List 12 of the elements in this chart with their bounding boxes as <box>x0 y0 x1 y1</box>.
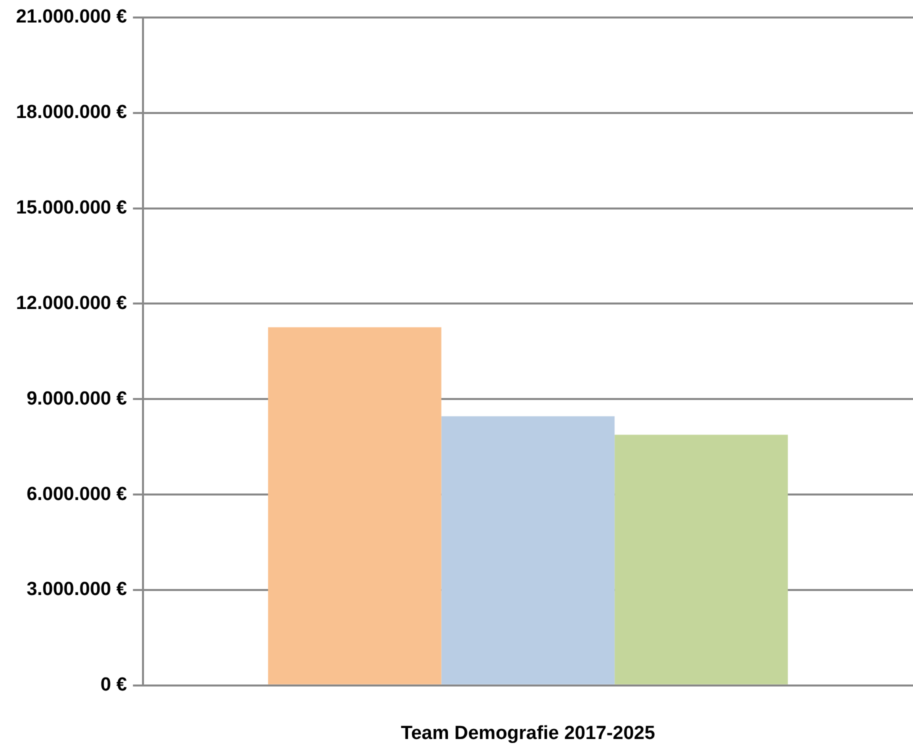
y-tick-label: 0 € <box>100 674 128 696</box>
bar <box>268 327 442 684</box>
y-tick-label: 6.000.000 € <box>26 484 128 505</box>
y-tick-label: 15.000.000 € <box>16 197 128 218</box>
x-axis-title: Team Demografie 2017-2025 <box>400 722 656 744</box>
bar <box>614 434 788 684</box>
y-tick-label: 12.000.000 € <box>16 292 128 314</box>
y-tick-label: 9.000.000 € <box>26 388 128 410</box>
y-tick-label: 3.000.000 € <box>26 579 128 600</box>
bar <box>441 416 615 684</box>
y-tick-label: 18.000.000 € <box>16 102 128 124</box>
y-tick-label: 21.000.000 € <box>16 6 128 28</box>
